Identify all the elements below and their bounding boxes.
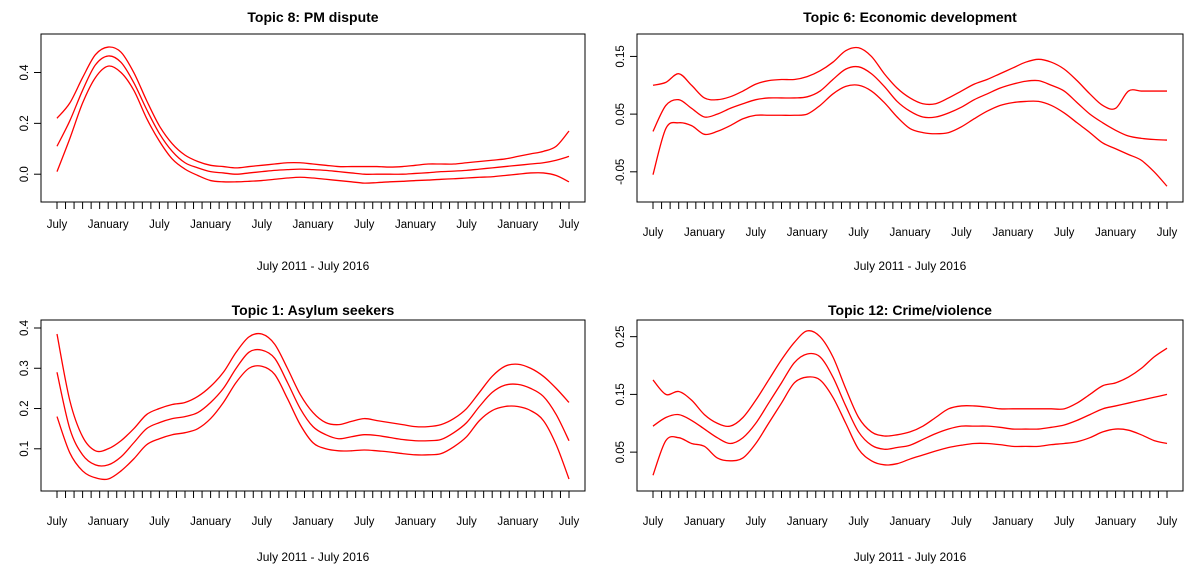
y-tick-label: 0.15 <box>615 383 627 405</box>
x-tick-label: July <box>456 516 477 528</box>
chart-title: Topic 1: Asylum seekers <box>232 302 395 318</box>
y-tick-label: 0.05 <box>615 103 627 125</box>
x-tick-label: January <box>1095 516 1136 528</box>
x-tick-label: July <box>1054 227 1075 239</box>
plot-frame <box>40 319 586 492</box>
x-tick-label: January <box>787 227 828 239</box>
x-axis-label: July 2011 - July 2016 <box>257 550 370 564</box>
y-tick-label: -0.05 <box>615 159 627 185</box>
x-tick-label: July <box>149 219 170 231</box>
x-tick-label: July <box>354 219 375 231</box>
y-tick-label: 0.4 <box>19 319 31 336</box>
chart-panel-1: Topic 8: PM dispute July 2011 - July 2016… <box>19 9 586 273</box>
y-tick-label: 0.2 <box>19 115 31 131</box>
series-line-upper <box>652 46 1167 110</box>
x-tick-label: July <box>456 219 477 231</box>
y-tick-label: 0.1 <box>19 441 31 457</box>
x-tick-label: January <box>890 227 931 239</box>
chart-title: Topic 8: PM dispute <box>247 9 378 25</box>
chart-panel-2: Topic 6: Economic development July 2011 -… <box>615 9 1184 273</box>
series-line-lower <box>652 84 1168 187</box>
x-tick-label: January <box>88 219 129 231</box>
x-tick-label: January <box>190 516 231 528</box>
series-line-estimate <box>56 348 570 467</box>
plot-frame <box>636 319 1184 492</box>
series-line-lower <box>56 65 570 184</box>
x-tick-label: July <box>47 516 68 528</box>
x-tick-label: January <box>293 516 334 528</box>
x-tick-label: July <box>354 516 375 528</box>
x-tick-label: July <box>746 516 767 528</box>
series-line-upper <box>56 332 570 453</box>
x-tick-label: July <box>252 219 273 231</box>
x-tick-label: January <box>395 516 436 528</box>
plot-frame <box>40 33 586 203</box>
x-tick-label: January <box>395 219 436 231</box>
x-tick-label: January <box>88 516 129 528</box>
x-tick-label: July <box>252 516 273 528</box>
x-tick-label: July <box>559 219 580 231</box>
x-tick-label: January <box>293 219 334 231</box>
chart-title: Topic 12: Crime/violence <box>828 302 992 318</box>
x-tick-label: January <box>684 516 725 528</box>
series-line-estimate <box>56 55 570 175</box>
y-tick-label: 0.0 <box>19 166 31 182</box>
x-tick-label: January <box>992 227 1033 239</box>
x-tick-label: July <box>951 516 972 528</box>
x-tick-label: July <box>559 516 580 528</box>
x-axis-label: July 2011 - July 2016 <box>257 259 370 273</box>
x-tick-label: July <box>848 227 869 239</box>
y-tick-label: 0.15 <box>615 45 627 67</box>
x-tick-label: January <box>497 219 538 231</box>
series-line-lower <box>652 376 1168 476</box>
x-tick-label: July <box>1157 516 1178 528</box>
x-tick-label: July <box>47 219 68 231</box>
x-tick-label: January <box>787 516 828 528</box>
series-line-upper <box>56 46 570 169</box>
x-axis-label: July 2011 - July 2016 <box>854 259 967 273</box>
x-tick-label: January <box>890 516 931 528</box>
x-tick-label: July <box>643 516 664 528</box>
chart-panel-4: Topic 12: Crime/violence July 2011 - July… <box>615 302 1184 564</box>
x-axis-label: July 2011 - July 2016 <box>854 550 967 564</box>
series-line-estimate <box>652 352 1168 450</box>
plot-frame <box>636 33 1184 203</box>
x-tick-label: July <box>1054 516 1075 528</box>
y-tick-label: 0.2 <box>19 401 31 417</box>
series-line-lower <box>56 365 570 481</box>
x-tick-label: July <box>951 227 972 239</box>
x-tick-label: January <box>684 227 725 239</box>
y-tick-label: 0.25 <box>615 325 627 347</box>
x-tick-label: July <box>848 516 869 528</box>
x-tick-label: July <box>149 516 170 528</box>
x-tick-label: January <box>497 516 538 528</box>
series-line-upper <box>652 330 1168 437</box>
y-tick-label: 0.3 <box>19 360 31 376</box>
chart-title: Topic 6: Economic development <box>803 9 1017 25</box>
x-tick-label: January <box>992 516 1033 528</box>
series-line-estimate <box>652 65 1168 141</box>
x-tick-label: January <box>1095 227 1136 239</box>
chart-panel-3: Topic 1: Asylum seekers July 2011 - July … <box>19 302 586 564</box>
x-tick-label: July <box>746 227 767 239</box>
x-tick-label: January <box>190 219 231 231</box>
y-tick-label: 0.05 <box>615 441 627 463</box>
x-tick-label: July <box>643 227 664 239</box>
y-tick-label: 0.4 <box>19 64 31 81</box>
x-tick-label: July <box>1157 227 1178 239</box>
